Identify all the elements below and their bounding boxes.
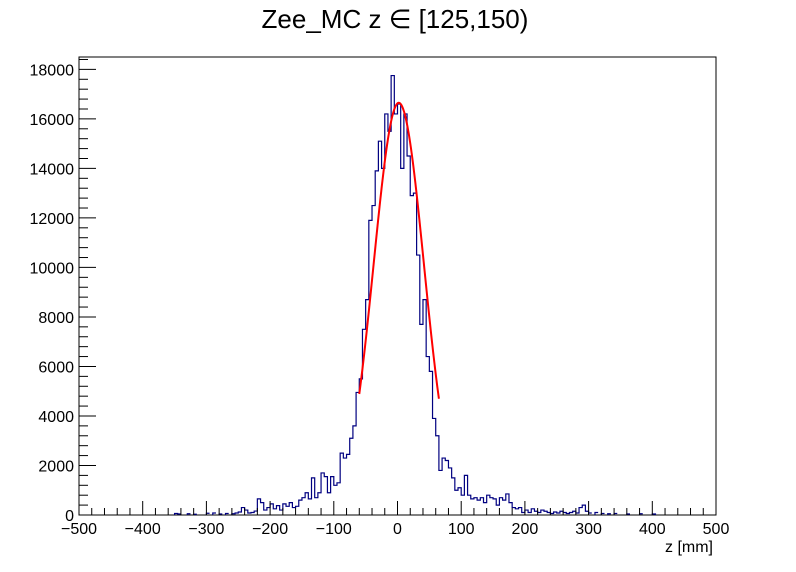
x-tick-label: −100 [316,521,352,538]
x-tick-label: 200 [512,521,539,538]
y-tick-label: 10000 [30,260,75,277]
x-tick-label: −400 [125,521,161,538]
x-tick-label: 0 [393,521,402,538]
x-tick-label: 300 [575,521,602,538]
x-tick-label: −500 [61,521,97,538]
y-tick-label: 6000 [38,359,74,376]
x-tick-label: 100 [448,521,475,538]
plot-frame [78,56,717,516]
y-tick-label: 4000 [38,409,74,426]
chart-title: Zee_MC z ∈ [125,150) [262,4,529,34]
x-axis-title: z [mm] [665,539,713,556]
y-tick-label: 2000 [38,458,74,475]
y-tick-label: 18000 [30,62,75,79]
x-tick-label: 500 [703,521,730,538]
x-tick-label: 400 [639,521,666,538]
gaussian-fit-curve [358,101,440,399]
y-tick-label: 12000 [30,211,75,228]
y-tick-label: 14000 [30,161,75,178]
y-tick-label: 16000 [30,112,75,129]
y-tick-label: 0 [65,508,74,525]
y-tick-label: 8000 [38,310,74,327]
x-tick-label: −200 [252,521,288,538]
axes: −500 −400 −300 −200 −100 0 100 200 300 400 500 0 200… [30,58,730,538]
x-tick-label: −300 [188,521,224,538]
